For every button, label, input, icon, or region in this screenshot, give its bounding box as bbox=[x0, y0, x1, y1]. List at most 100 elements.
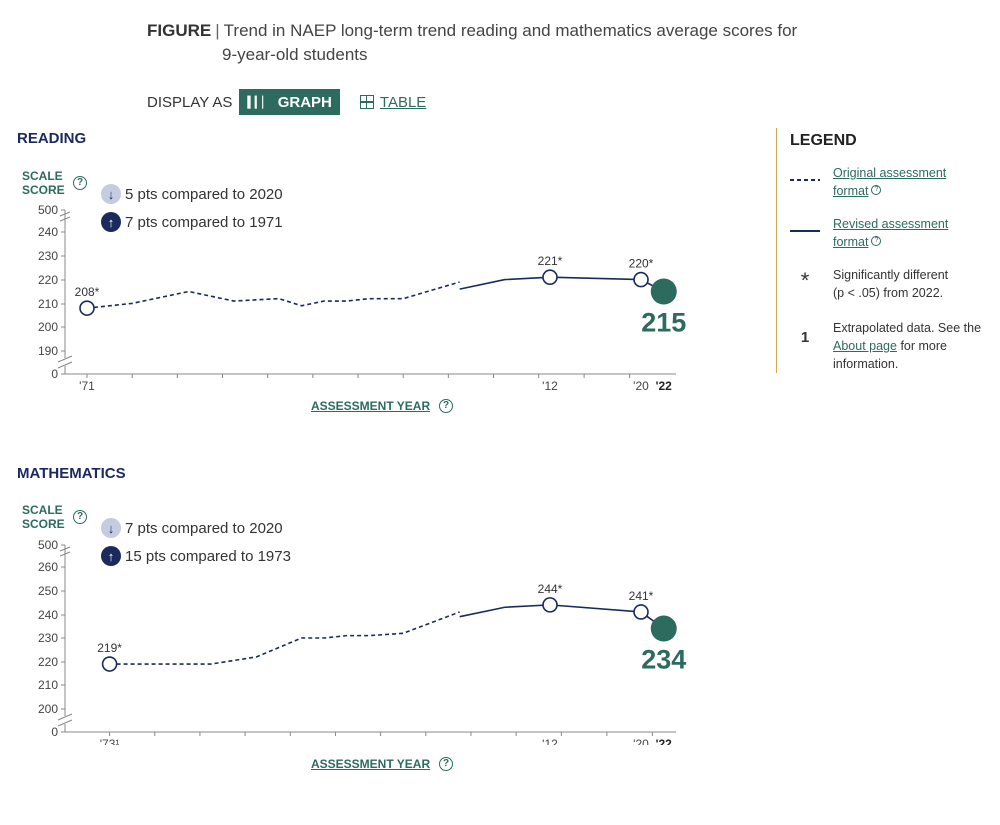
table-icon bbox=[359, 95, 374, 109]
y-tick-label: 210 bbox=[38, 297, 58, 311]
reading-compare-2020-text: 5 pts compared to 2020 bbox=[125, 185, 283, 203]
about-page-link[interactable]: About page bbox=[833, 339, 897, 353]
solid-line-icon bbox=[790, 230, 820, 232]
y-tick-label: 0 bbox=[51, 367, 58, 381]
y-tick-label: 220 bbox=[38, 273, 58, 287]
data-point bbox=[633, 604, 649, 620]
axis-break-mark-top bbox=[59, 211, 71, 217]
x-tick-label: '20 bbox=[633, 379, 649, 393]
original-format-link[interactable]: Original assessment format bbox=[833, 166, 947, 198]
math-compare-1973-text: 15 pts compared to 1973 bbox=[125, 547, 291, 565]
x-tick-label: '22 bbox=[656, 379, 673, 393]
revised-format-link[interactable]: Revised assessment format bbox=[833, 217, 949, 249]
original-format-help-icon[interactable]: ? bbox=[871, 185, 882, 195]
data-point-label: 219* bbox=[97, 641, 122, 655]
x-tick-label: '73¹ bbox=[100, 737, 120, 745]
latest-score-point bbox=[650, 278, 677, 305]
legend-original-format: Original assessment format? bbox=[790, 164, 990, 200]
reading-x-axis-title[interactable]: ASSESSMENT YEAR bbox=[311, 399, 431, 413]
math-xaxis-help-icon[interactable]: ? bbox=[439, 757, 453, 771]
bar-chart-icon: ▍▎▏ bbox=[247, 96, 270, 109]
arrow-down-icon: ↓ bbox=[101, 184, 121, 204]
table-button[interactable]: TABLE bbox=[359, 94, 426, 111]
scale-word: SCALE SCORE bbox=[22, 503, 65, 531]
axis-break-mark bbox=[57, 355, 73, 363]
data-point bbox=[542, 269, 558, 286]
arrow-down-icon: ↓ bbox=[101, 518, 121, 538]
original-format-line bbox=[109, 611, 460, 665]
axis-break-mark bbox=[57, 713, 73, 721]
data-point-label: 221* bbox=[538, 254, 563, 268]
reading-compare-2020: ↓ 5 pts compared to 2020 bbox=[101, 183, 283, 205]
significant-text-b: (p < .05) from 2022. bbox=[833, 286, 944, 300]
y-tick-label: 500 bbox=[38, 203, 58, 217]
y-tick-label: 190 bbox=[38, 344, 58, 358]
math-compare-2020-text: 7 pts compared to 2020 bbox=[125, 519, 283, 537]
math-chart: 500 260 250 240 230 220 210 200 0 '73¹ '12 '20 '22 21… bbox=[38, 538, 686, 745]
reading-scale-score-label[interactable]: SCALE SCORE bbox=[22, 169, 66, 197]
display-toggle: DISPLAY AS ▍▎▏ GRAPH TABLE bbox=[147, 89, 426, 115]
data-point-label: 208* bbox=[75, 285, 100, 299]
reading-xaxis-help-icon[interactable]: ? bbox=[439, 399, 453, 413]
figure-title: FIGURE | Trend in NAEP long-term trend rea… bbox=[147, 19, 847, 67]
axis-break-mark-top bbox=[59, 216, 71, 222]
reading-title: READING bbox=[17, 130, 87, 147]
extrapolated-text-b: for more information. bbox=[833, 339, 947, 371]
graph-button[interactable]: ▍▎▏ GRAPH bbox=[239, 89, 340, 115]
y-tick-label: 260 bbox=[38, 560, 58, 574]
display-as-label: DISPLAY AS bbox=[147, 93, 233, 111]
math-scale-score-label[interactable]: SCALE SCORE bbox=[22, 503, 66, 531]
x-tick-label: '20 bbox=[633, 737, 649, 745]
math-compare-2020: ↓ 7 pts compared to 2020 bbox=[101, 517, 283, 539]
y-tick-label: 250 bbox=[38, 584, 58, 598]
asterisk-symbol: * bbox=[800, 268, 810, 293]
data-point-label: 241* bbox=[629, 589, 654, 603]
extrapolated-text-a: Extrapolated data. See the bbox=[833, 321, 982, 335]
x-tick-label: '12 bbox=[542, 737, 558, 745]
x-tick-label: '71 bbox=[79, 379, 95, 393]
x-tick-label: '12 bbox=[542, 379, 558, 393]
math-x-axis-title[interactable]: ASSESSMENT YEAR bbox=[311, 757, 431, 771]
y-tick-label: 240 bbox=[38, 608, 58, 622]
y-tick-label: 0 bbox=[51, 725, 58, 739]
x-tick-label: '22 bbox=[656, 737, 673, 745]
data-point-label: 220* bbox=[629, 257, 654, 271]
arrow-up-icon: ↑ bbox=[101, 546, 121, 566]
revised-format-line bbox=[459, 276, 665, 293]
math-scale-help-icon[interactable]: ? bbox=[73, 510, 87, 524]
title-separator: | bbox=[215, 21, 220, 40]
reading-compare-1971: ↑ 7 pts compared to 1971 bbox=[101, 211, 283, 233]
y-tick-label: 200 bbox=[38, 320, 58, 334]
y-tick-label: 220 bbox=[38, 655, 58, 669]
reading-scale-help-icon[interactable]: ? bbox=[73, 176, 87, 190]
original-format-line bbox=[86, 281, 460, 309]
data-point-label: 244* bbox=[538, 582, 563, 596]
scale-word: SCALE SCORE bbox=[22, 169, 65, 197]
y-tick-label: 200 bbox=[38, 702, 58, 716]
y-tick-label: 230 bbox=[38, 249, 58, 263]
data-point bbox=[101, 656, 118, 672]
y-tick-label: 240 bbox=[38, 225, 58, 239]
legend-extrapolated: 1 Extrapolated data. See the About page … bbox=[790, 319, 990, 373]
reading-compare-1971-text: 7 pts compared to 1971 bbox=[125, 213, 283, 231]
y-tick-label: 210 bbox=[38, 678, 58, 692]
y-tick-label: 500 bbox=[38, 538, 58, 552]
legend-significant: * Significantly different (p < .05) from … bbox=[790, 266, 990, 302]
math-compare-1973: ↑ 15 pts compared to 1973 bbox=[101, 545, 291, 567]
revised-format-line bbox=[459, 604, 665, 630]
latest-score-label: 215 bbox=[641, 308, 686, 338]
extrapolated-symbol: 1 bbox=[800, 329, 810, 346]
legend: LEGEND Original assessment format? Revis… bbox=[776, 128, 997, 373]
arrow-up-icon: ↑ bbox=[101, 212, 121, 232]
axis-break-mark-top bbox=[59, 551, 71, 557]
reading-chart: 500 240 230 220 210 200 190 0 '71 '12 '20 '22 208* 22… bbox=[38, 203, 686, 393]
data-point bbox=[79, 300, 95, 316]
y-tick-label: 230 bbox=[38, 631, 58, 645]
revised-format-help-icon[interactable]: ? bbox=[871, 236, 882, 246]
legend-revised-format: Revised assessment format? bbox=[790, 215, 990, 251]
axis-break-mark bbox=[57, 361, 73, 369]
latest-score-label: 234 bbox=[641, 645, 686, 675]
figure-label: FIGURE bbox=[147, 21, 212, 40]
significant-text-a: Significantly different bbox=[833, 268, 949, 282]
latest-score-point bbox=[650, 615, 677, 642]
